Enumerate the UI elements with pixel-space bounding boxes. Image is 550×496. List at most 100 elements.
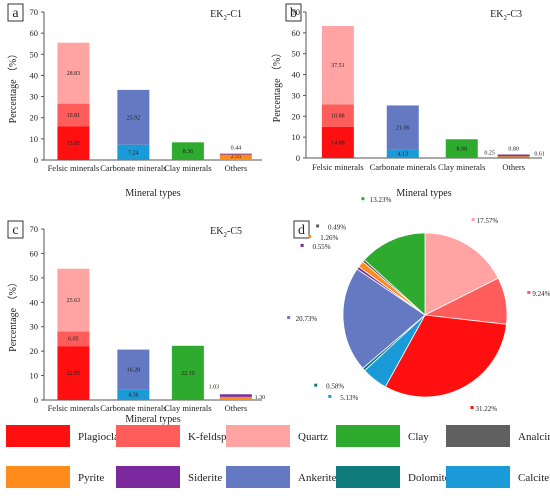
data-label: 1.30 <box>255 395 266 401</box>
legend-swatch-plagioclase <box>6 425 70 447</box>
bar-segment-plagioclase <box>321 126 354 158</box>
bar-segment-calcite <box>117 144 150 160</box>
category-label: Others <box>225 403 248 413</box>
panel-tag-box <box>7 3 24 22</box>
bar-segment-ankerite <box>117 89 150 145</box>
bar-segment-plagioclase <box>57 126 90 160</box>
legend-label: Siderite <box>188 472 222 484</box>
bar-segment-quartz <box>321 26 354 105</box>
data-label: 14.88 <box>331 140 345 146</box>
panel-title: EK2-C5 <box>210 226 242 239</box>
pie-label: 13.23% <box>370 196 392 204</box>
y-tick-label: 50 <box>30 49 39 59</box>
panel-title-rest: -C5 <box>227 226 242 237</box>
data-label: 10.88 <box>331 114 345 120</box>
x-axis-label: Mineral types <box>396 188 451 199</box>
bar-segment-analcime <box>497 157 530 159</box>
legend-swatch-ankerite <box>226 466 290 488</box>
category-label: Felsic minerals <box>48 163 100 173</box>
bar-segment-k-feldspar <box>321 104 354 127</box>
data-label: 28.83 <box>67 71 81 77</box>
panel-title-main: EK <box>210 9 224 20</box>
pie-label-marker <box>314 383 318 387</box>
pie-label-marker <box>287 316 291 320</box>
legend-swatch-pyrite <box>6 466 70 488</box>
pie-label: 5.13% <box>340 394 358 402</box>
data-label: 21.06 <box>396 125 410 131</box>
panel-tag: a <box>12 6 19 21</box>
y-axis-label: Percentage （%） <box>7 277 19 352</box>
pie-label: 9.24% <box>532 290 550 298</box>
panel-tag: c <box>12 223 18 238</box>
panel-title-sub: 2 <box>224 14 228 22</box>
data-label: 8.98 <box>457 147 468 153</box>
category-label: Carbonate minerals <box>370 162 436 172</box>
data-label: 15.85 <box>67 141 81 147</box>
data-label: 4.13 <box>398 152 409 158</box>
y-tick-label: 20 <box>30 346 39 356</box>
pie-label-marker <box>471 218 475 222</box>
y-tick-label: 50 <box>30 273 39 283</box>
panel-tag: b <box>290 6 297 21</box>
category-label: Others <box>502 162 525 172</box>
pie-slice-clay <box>363 232 426 316</box>
bar-segment-pyrite <box>219 396 252 400</box>
data-label: 0.44 <box>231 146 242 152</box>
data-label: 25.92 <box>127 115 141 121</box>
legend-label: K-feldspar <box>188 431 235 443</box>
bar-segment-clay <box>171 345 204 400</box>
data-label: 25.63 <box>67 298 81 304</box>
y-tick-label: 30 <box>292 90 301 100</box>
pie-slice-ankerite <box>342 268 426 369</box>
bar-segment-ankerite <box>117 349 150 390</box>
legend-swatch-calcite <box>446 466 510 488</box>
bar-segment-pyrite <box>497 156 530 158</box>
bar-segment-siderite <box>219 153 252 155</box>
panel-title: EK2-C3 <box>490 9 522 22</box>
panel-title-sub: 2 <box>224 231 228 239</box>
bar-segment-plagioclase <box>57 346 90 400</box>
legend-label: Dolomite <box>408 472 450 484</box>
pie-label: 0.49% <box>328 223 346 231</box>
panel-title-main: EK <box>490 9 504 20</box>
panel-b: b EK2-C3 0 10 20 30 40 50 60 70 Percentage （%） Mine… <box>271 3 545 199</box>
legend-swatch-clay <box>336 425 400 447</box>
data-label: 16.28 <box>127 367 141 373</box>
pie-label-marker <box>328 394 332 398</box>
y-axis-label: Percentage （%） <box>7 49 19 124</box>
category-label: Carbonate minerals <box>100 403 166 413</box>
panel-title-rest: -C1 <box>227 9 242 20</box>
legend-swatch-analcime <box>446 425 510 447</box>
y-tick-label: 70 <box>292 7 301 17</box>
y-tick-label: 30 <box>30 322 39 332</box>
bar-segment-quartz <box>57 268 90 332</box>
data-label: 1.03 <box>209 384 220 390</box>
y-tick-label: 10 <box>30 134 39 144</box>
legend-label: Clay <box>408 431 429 443</box>
y-tick-label: 0 <box>34 395 38 405</box>
y-tick-label: 40 <box>30 297 39 307</box>
data-label: 0.25 <box>484 150 495 156</box>
panel-tag-box <box>293 220 310 239</box>
pie-label-marker <box>361 197 365 201</box>
category-label: Felsic minerals <box>312 162 364 172</box>
pie-label: 31.22% <box>476 405 498 413</box>
legend-label: Ankerite <box>298 472 337 484</box>
data-label: 0.80 <box>508 147 519 153</box>
data-label: 22.19 <box>181 371 195 377</box>
pie-slice-plagioclase <box>384 314 507 398</box>
pie-label-marker <box>308 235 312 239</box>
legend-swatch-quartz <box>226 425 290 447</box>
bar-segment-siderite <box>497 154 530 157</box>
y-tick-label: 70 <box>30 7 39 17</box>
pie-label: 20.73% <box>296 315 318 323</box>
y-tick-label: 60 <box>292 28 301 38</box>
x-axis-label: Mineral types <box>125 188 180 199</box>
pie-label: 0.55% <box>313 243 331 251</box>
y-tick-label: 20 <box>292 111 301 121</box>
panel-tag-box <box>7 220 24 239</box>
legend-label: Pyrite <box>78 472 104 484</box>
bar-segment-calcite <box>386 149 419 158</box>
pie-label-marker <box>300 243 304 247</box>
data-label: 4.36 <box>128 393 139 399</box>
